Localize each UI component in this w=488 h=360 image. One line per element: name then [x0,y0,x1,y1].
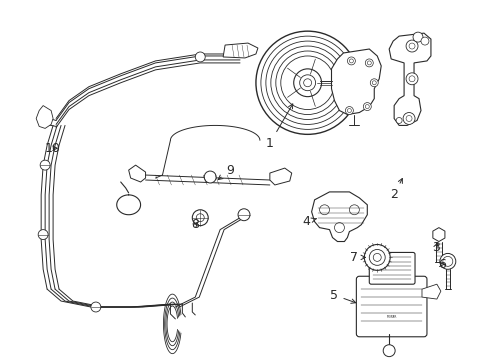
Circle shape [238,209,249,221]
Circle shape [265,41,349,125]
Circle shape [346,57,355,65]
Circle shape [192,210,208,226]
Circle shape [255,31,359,134]
Text: MOPAR: MOPAR [386,315,397,319]
Circle shape [40,160,50,170]
Circle shape [91,302,101,312]
Circle shape [395,117,401,123]
Circle shape [368,249,385,265]
Text: 6: 6 [437,258,445,271]
Circle shape [293,69,321,96]
Polygon shape [36,105,53,129]
Circle shape [365,105,368,109]
Circle shape [270,46,344,120]
Circle shape [383,345,394,357]
Text: 7: 7 [350,251,365,264]
Circle shape [261,36,354,129]
Polygon shape [128,165,145,182]
Polygon shape [269,168,291,185]
Circle shape [371,81,375,85]
Circle shape [372,253,381,261]
Polygon shape [421,284,440,299]
Circle shape [303,79,311,87]
Circle shape [364,244,389,270]
Text: 4: 4 [302,215,316,228]
FancyBboxPatch shape [368,252,414,284]
Text: 8: 8 [191,218,199,231]
Circle shape [405,73,417,85]
Text: 1: 1 [265,104,292,150]
Text: 10: 10 [45,142,61,155]
Circle shape [195,52,205,62]
Circle shape [363,103,370,111]
FancyBboxPatch shape [356,276,426,337]
Circle shape [439,253,455,269]
Circle shape [349,59,353,63]
Circle shape [280,56,334,109]
Circle shape [412,32,422,42]
Circle shape [420,37,428,45]
Circle shape [196,214,204,222]
Polygon shape [432,228,444,242]
Circle shape [405,40,417,52]
Polygon shape [223,43,257,58]
Circle shape [349,205,359,215]
Circle shape [334,223,344,233]
Circle shape [366,61,370,65]
Circle shape [405,116,411,121]
Circle shape [408,76,414,82]
Polygon shape [331,49,381,114]
Circle shape [442,256,452,266]
Circle shape [365,59,372,67]
Circle shape [408,43,414,49]
Circle shape [299,75,315,91]
Text: 9: 9 [218,163,234,180]
Circle shape [319,205,329,215]
Polygon shape [388,33,430,125]
Circle shape [402,113,414,125]
Text: 2: 2 [389,179,402,201]
Text: 3: 3 [431,241,439,254]
Text: 5: 5 [330,289,355,303]
Circle shape [345,107,353,114]
Circle shape [346,109,351,113]
Circle shape [275,51,339,114]
Polygon shape [311,192,366,242]
Circle shape [38,230,48,239]
Circle shape [369,79,377,87]
Circle shape [204,171,216,183]
